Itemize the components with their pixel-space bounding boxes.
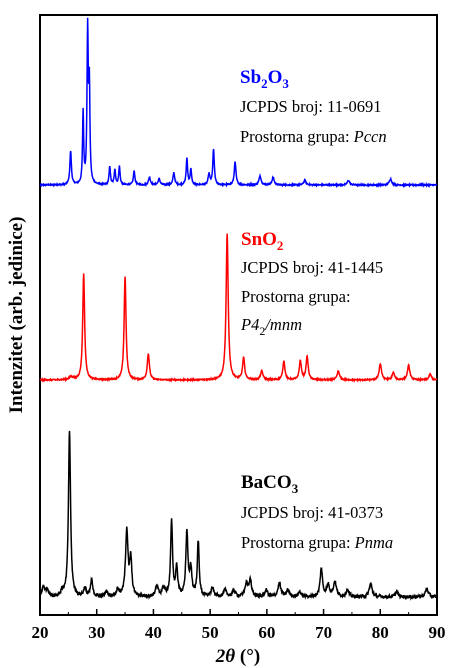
x-tick-label: 80 xyxy=(372,623,389,642)
annotation-jcpds-sno2: JCPDS broj: 41-1445 xyxy=(241,258,383,277)
annotation-jcpds-baco3: JCPDS broj: 41-0373 xyxy=(241,503,383,522)
x-tick-label: 30 xyxy=(88,623,105,642)
space-group: Pccn xyxy=(353,127,387,146)
x-axis-symbol: 2θ xyxy=(215,646,236,667)
y-axis-label: Intenzitet (arb. jedinice) xyxy=(6,217,27,414)
annotation-sb2o3: Sb2O3 JCPDS broj: 11-0691 Prostorna grup… xyxy=(240,67,387,146)
annotation-title-baco3: BaCO3 xyxy=(241,472,299,496)
trace-sb2o3 xyxy=(39,17,438,189)
trace-baco3 xyxy=(39,430,438,601)
formula-subscript: 3 xyxy=(292,481,299,496)
x-tick-label: 40 xyxy=(145,623,162,642)
formula-subscript: 2 xyxy=(277,238,284,253)
x-tick-label: 70 xyxy=(315,623,332,642)
x-axis-label: 2θ (°) xyxy=(215,646,260,667)
annotation-group-symbol-sno2: P42/mnm xyxy=(240,315,302,338)
space-group-rest: /mnm xyxy=(264,315,302,334)
x-tick-label: 60 xyxy=(258,623,275,642)
trace-sno2 xyxy=(39,233,438,383)
annotation-title-sno2: SnO2 xyxy=(241,229,283,253)
formula-part: O xyxy=(268,67,283,88)
x-tick-label: 90 xyxy=(429,623,446,642)
annotation-group-sb2o3: Prostorna grupa: Pccn xyxy=(240,127,387,146)
annotation-jcpds-sb2o3: JCPDS broj: 11-0691 xyxy=(240,97,382,116)
x-tick-label: 50 xyxy=(202,623,219,642)
group-prefix: Prostorna grupa: xyxy=(241,533,355,552)
formula-subscript: 2 xyxy=(261,76,268,91)
space-group: P4 xyxy=(240,315,259,334)
annotation-group-sno2: Prostorna grupa: xyxy=(241,287,351,306)
formula-subscript: 3 xyxy=(282,76,289,91)
x-axis-ticks: 20 30 40 50 60 70 80 90 xyxy=(32,609,446,642)
x-tick-label: 20 xyxy=(32,623,49,642)
space-group-subscript: 2 xyxy=(259,324,265,338)
annotation-baco3: BaCO3 JCPDS broj: 41-0373 Prostorna grup… xyxy=(241,472,393,552)
annotation-sno2: SnO2 JCPDS broj: 41-1445 Prostorna grupa… xyxy=(240,229,383,338)
annotation-title-sb2o3: Sb2O3 xyxy=(240,67,289,91)
formula-part: Sb xyxy=(240,67,261,88)
annotation-group-baco3: Prostorna grupa: Pnma xyxy=(241,533,393,552)
x-axis-unit: (°) xyxy=(235,646,260,667)
formula-part: SnO xyxy=(241,229,277,250)
formula-part: BaCO xyxy=(241,472,292,493)
group-prefix: Prostorna grupa: xyxy=(240,127,354,146)
space-group: Pnma xyxy=(354,533,394,552)
